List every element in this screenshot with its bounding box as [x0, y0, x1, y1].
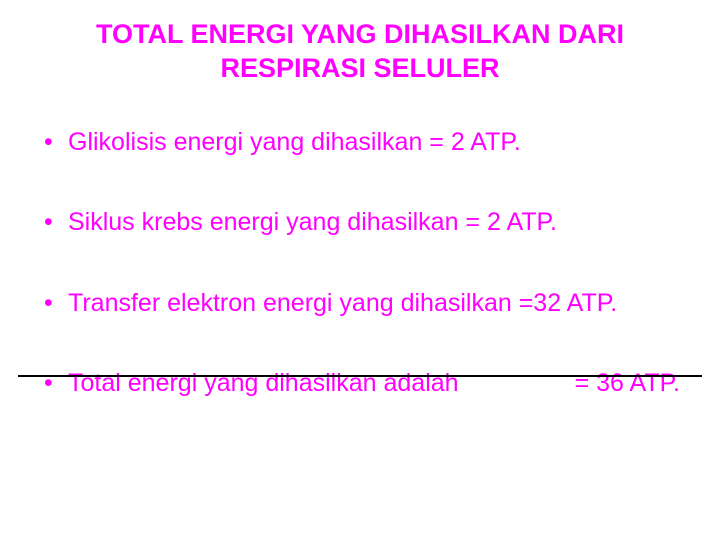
total-row: Total energi yang dihasilkan adalah = 36… — [68, 367, 680, 400]
bullet-item: Glikolisis energi yang dihasilkan = 2 AT… — [40, 126, 680, 159]
title-line-1: TOTAL ENERGI YANG DIHASILKAN DARI — [96, 19, 624, 49]
bullet-item: Siklus krebs energi yang dihasilkan = 2 … — [40, 206, 680, 239]
bullet-item-total: Total energi yang dihasilkan adalah = 36… — [40, 367, 680, 400]
bullet-list: Glikolisis energi yang dihasilkan = 2 AT… — [40, 126, 680, 400]
bullet-item: Transfer elektron energi yang dihasilkan… — [40, 287, 680, 320]
bullet-text: Transfer elektron energi yang dihasilkan… — [68, 289, 617, 317]
bullet-text: Glikolisis energi yang dihasilkan = 2 AT… — [68, 128, 521, 156]
title-line-2: RESPIRASI SELULER — [220, 53, 499, 83]
total-label: Total energi yang dihasilkan adalah — [68, 367, 459, 400]
slide-title: TOTAL ENERGI YANG DIHASILKAN DARI RESPIR… — [40, 18, 680, 86]
bullet-text: Siklus krebs energi yang dihasilkan = 2 … — [68, 208, 557, 236]
total-value: = 36 ATP. — [575, 367, 680, 400]
slide: TOTAL ENERGI YANG DIHASILKAN DARI RESPIR… — [0, 0, 720, 540]
horizontal-divider — [18, 375, 702, 377]
